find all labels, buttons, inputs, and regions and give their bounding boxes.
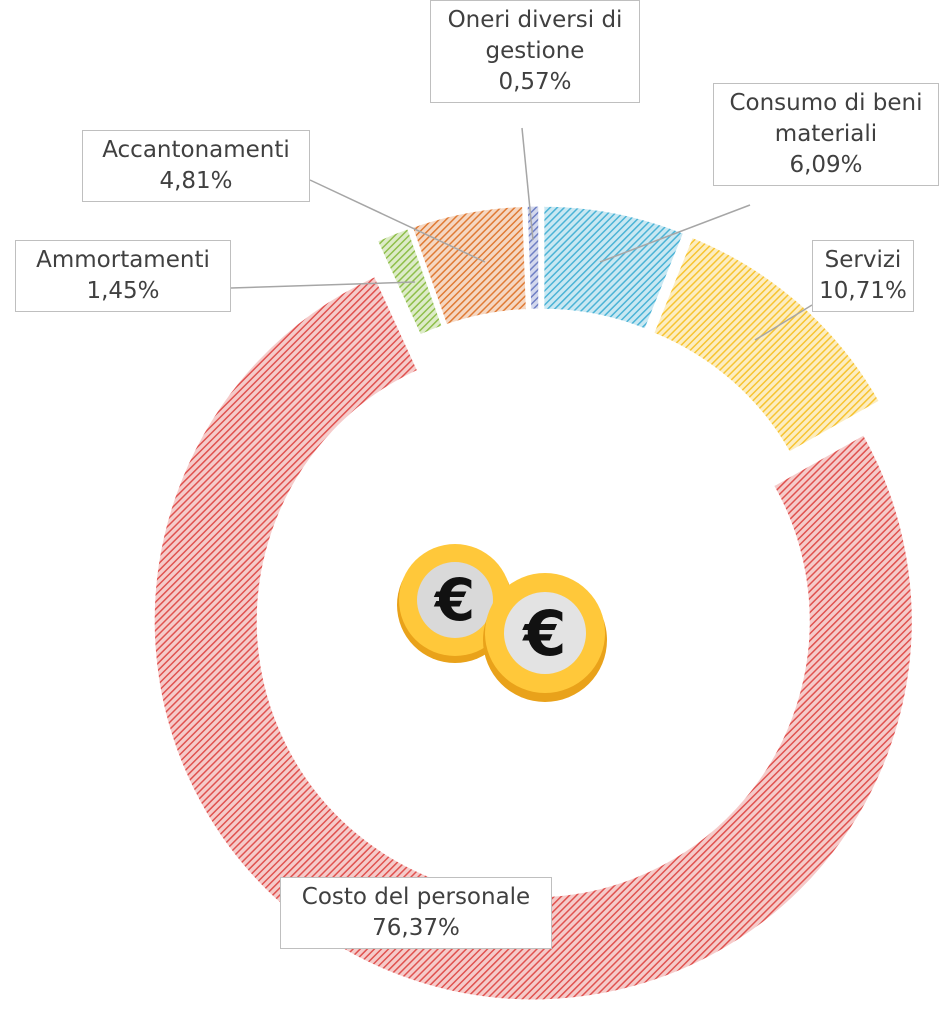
data-label: Oneri diversi di gestione 0,57% [430, 0, 640, 103]
leader-line [230, 281, 416, 289]
data-label: Ammortamenti 1,45% [15, 240, 231, 312]
category-label: Oneri diversi di gestione [447, 7, 623, 64]
svg-text:€: € [433, 566, 475, 634]
donut-segment [151, 273, 915, 1003]
category-label: Costo del personale [301, 884, 531, 910]
leader-line [309, 179, 486, 263]
value-label: 0,57% [498, 69, 572, 95]
category-label: Ammortamenti [36, 247, 210, 273]
value-label: 76,37% [372, 915, 460, 941]
data-label: Accantonamenti 4,81% [82, 130, 310, 202]
data-label: Servizi 10,71% [812, 240, 914, 312]
value-label: 1,45% [86, 278, 160, 304]
value-label: 6,09% [789, 152, 863, 178]
donut-segment [541, 203, 687, 333]
value-label: 10,71% [819, 278, 907, 304]
data-label: Costo del personale 76,37% [280, 877, 552, 949]
value-label: 4,81% [159, 168, 233, 194]
leader-line [521, 127, 534, 241]
category-label: Consumo di beni materiali [729, 90, 923, 147]
svg-text:€: € [521, 597, 566, 670]
category-label: Servizi [824, 247, 902, 273]
leader-line [754, 304, 813, 341]
leader-line [599, 204, 751, 263]
data-label: Consumo di beni materiali 6,09% [713, 83, 939, 186]
donut-segment [650, 234, 883, 456]
coins-icon: € € [397, 544, 607, 702]
donut-segment [524, 203, 542, 312]
category-label: Accantonamenti [102, 137, 290, 163]
donut-segment [409, 203, 529, 328]
